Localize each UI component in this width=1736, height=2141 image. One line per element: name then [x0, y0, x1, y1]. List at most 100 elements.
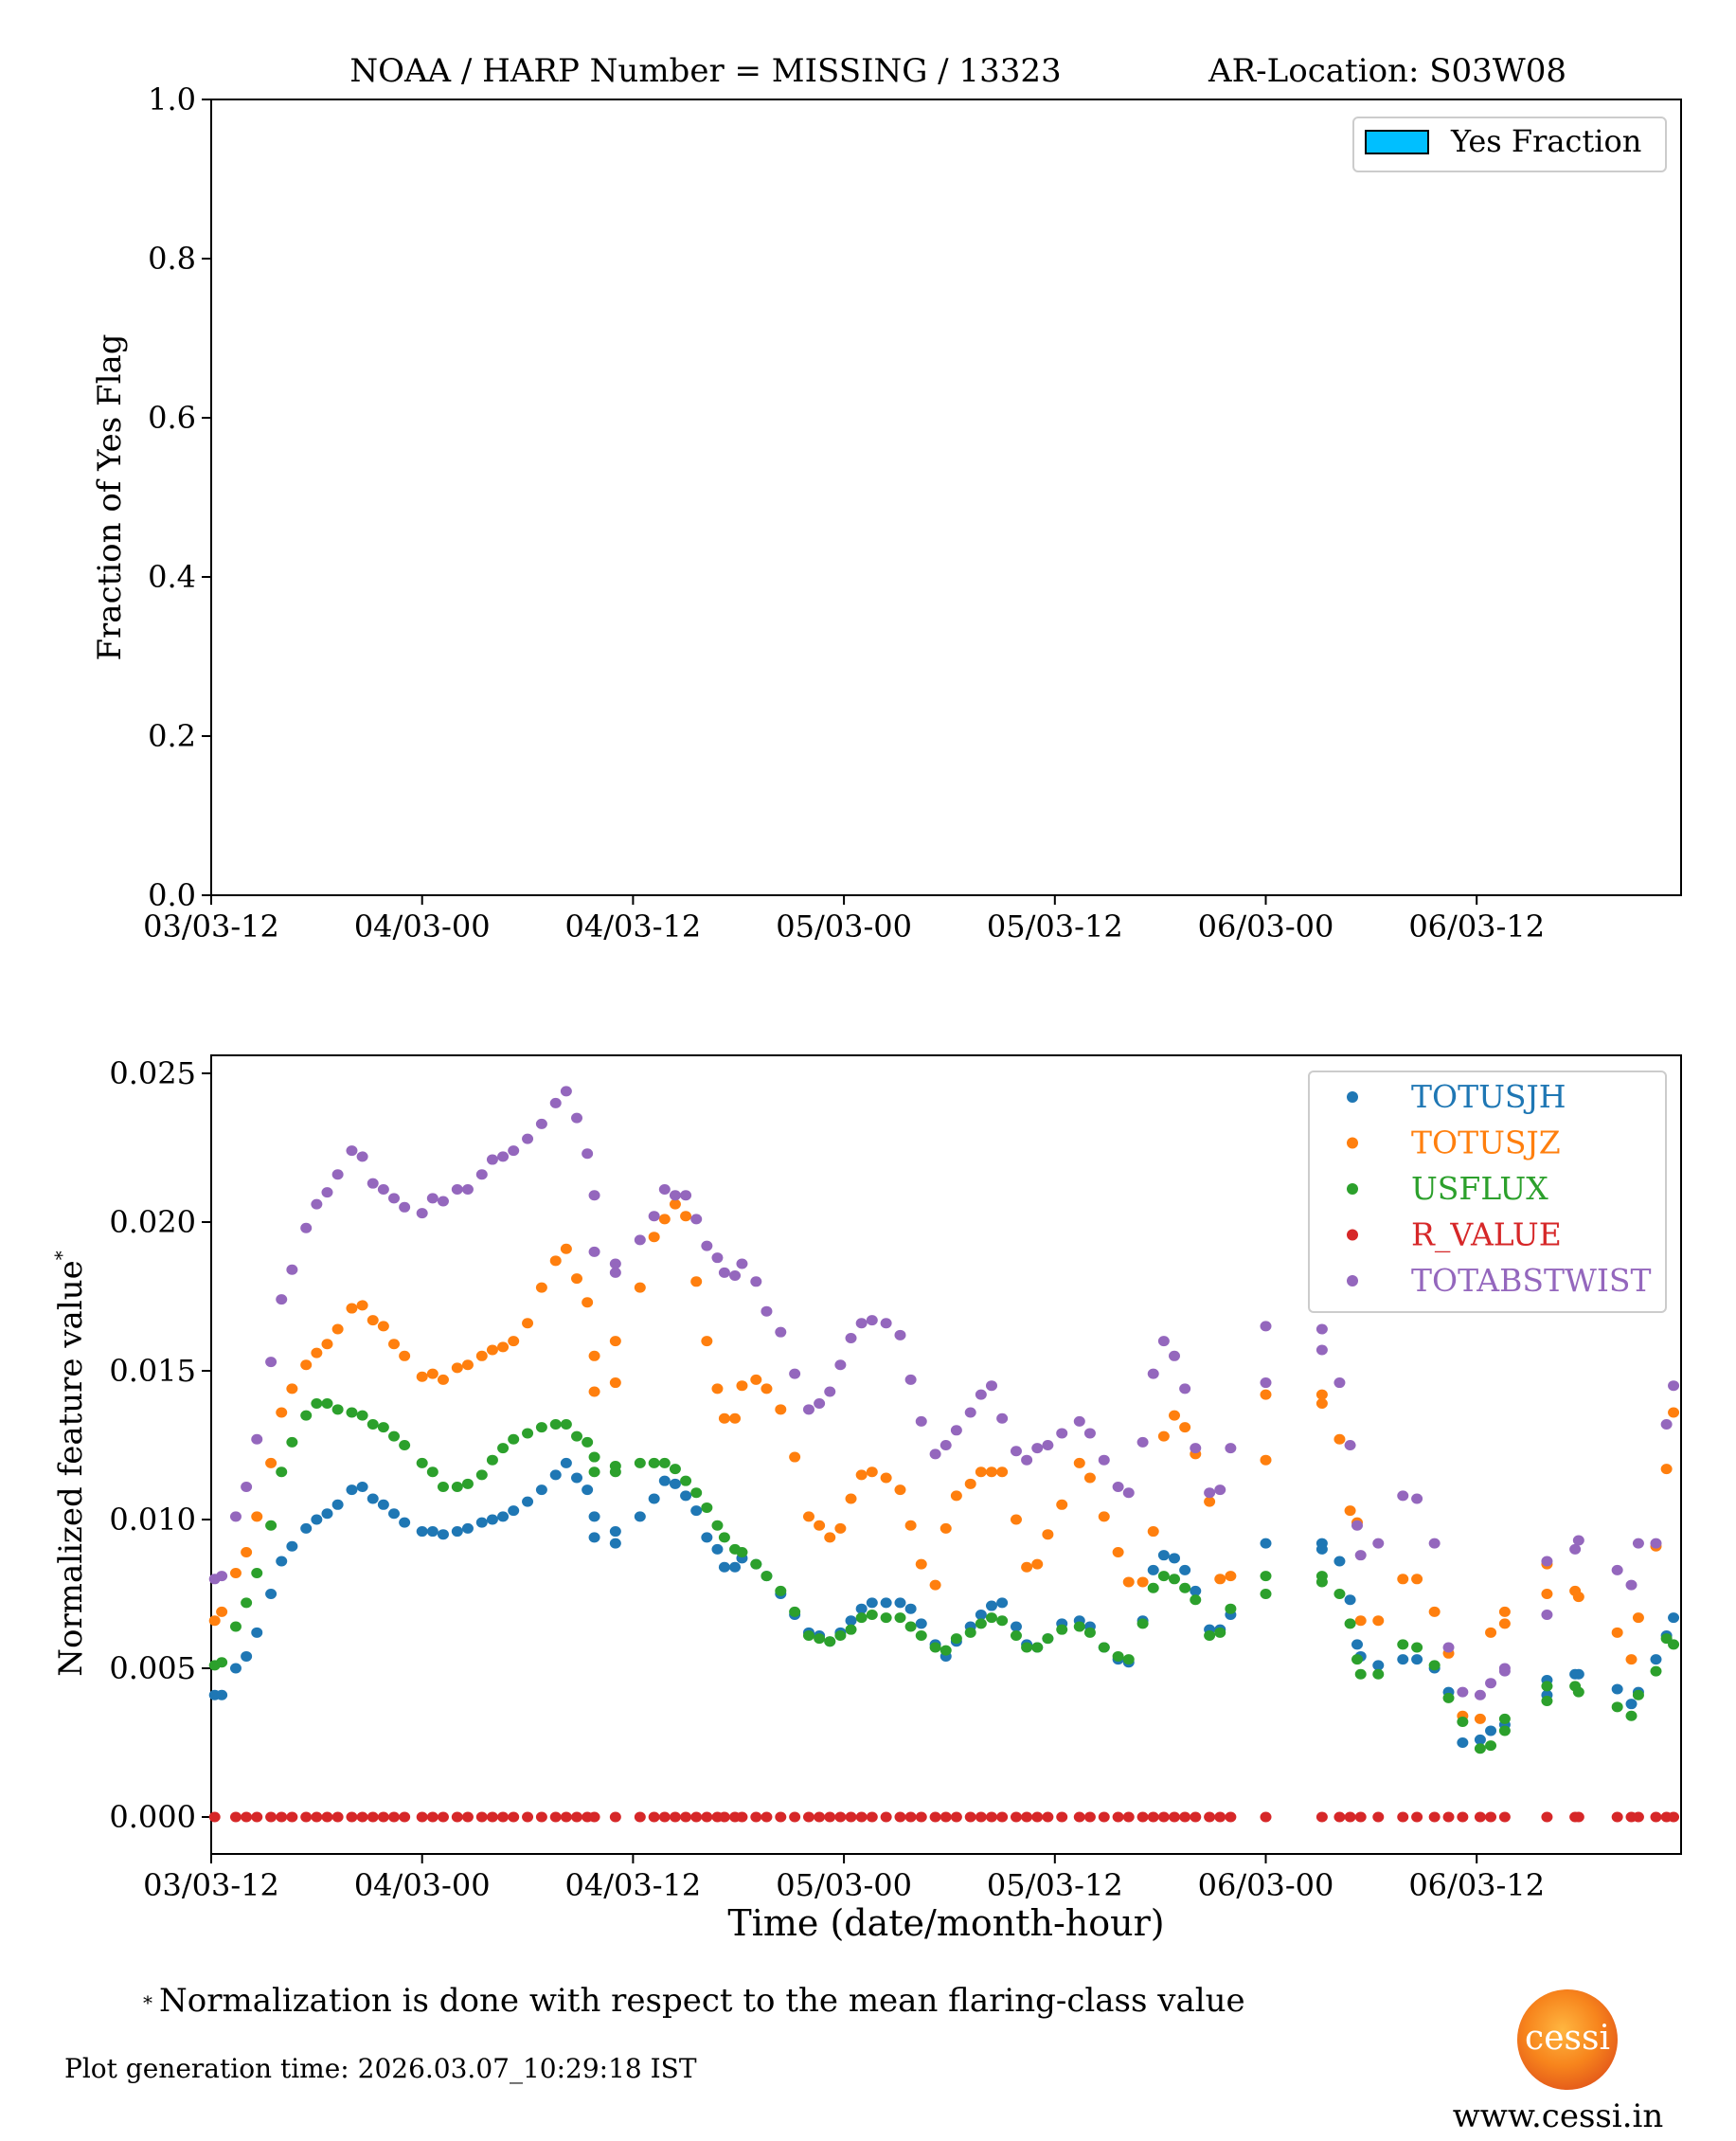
data-point — [894, 1612, 906, 1624]
data-point — [985, 1466, 997, 1478]
data-point — [802, 1404, 814, 1415]
data-point — [1021, 1811, 1033, 1823]
data-point — [904, 1603, 917, 1614]
data-point — [399, 1350, 411, 1361]
data-point — [549, 1419, 562, 1430]
bottom-ytick-label: 0.005 — [109, 1650, 196, 1686]
data-point — [346, 1811, 358, 1823]
legend-label: TOTABSTWIST — [1411, 1262, 1652, 1299]
data-point — [331, 1499, 344, 1510]
data-point — [461, 1522, 474, 1534]
data-point — [718, 1532, 730, 1543]
data-point — [300, 1522, 313, 1534]
data-point — [300, 1222, 313, 1233]
data-point — [1021, 1642, 1033, 1653]
data-point — [1372, 1660, 1385, 1671]
data-point — [522, 1428, 534, 1439]
data-point — [669, 1190, 681, 1201]
data-point — [1056, 1499, 1068, 1510]
data-point — [690, 1505, 703, 1517]
data-point — [1344, 1440, 1356, 1450]
data-point — [1625, 1654, 1638, 1665]
data-point — [1214, 1484, 1226, 1496]
series-r-value — [208, 1811, 1680, 1823]
data-point — [680, 1811, 692, 1823]
bottom-xtick-label: 03/03-12 — [143, 1867, 279, 1903]
bottom-ylabel-text: Normalized feature value — [52, 1260, 90, 1676]
data-point — [451, 1183, 463, 1195]
data-point — [437, 1196, 449, 1207]
data-point — [508, 1336, 520, 1347]
data-point — [426, 1526, 438, 1538]
data-point — [265, 1357, 277, 1368]
legend-label: USFLUX — [1411, 1170, 1548, 1207]
data-point — [1411, 1811, 1423, 1823]
data-point — [461, 1811, 474, 1823]
data-point — [1168, 1811, 1180, 1823]
data-point — [1668, 1639, 1680, 1650]
data-point — [388, 1508, 401, 1520]
data-point — [680, 1211, 692, 1222]
data-point — [1333, 1377, 1346, 1389]
data-point — [789, 1811, 801, 1823]
data-point — [1147, 1368, 1159, 1379]
top-ytick-label: 0.8 — [148, 241, 196, 277]
data-point — [1031, 1558, 1044, 1570]
data-point — [1260, 1389, 1272, 1400]
data-point — [1572, 1668, 1584, 1680]
data-point — [866, 1315, 878, 1326]
data-point — [1179, 1582, 1191, 1593]
data-point — [549, 1811, 562, 1823]
data-point — [1260, 1377, 1272, 1389]
data-point — [1411, 1642, 1423, 1653]
data-point — [1073, 1621, 1085, 1632]
data-point — [964, 1478, 976, 1489]
data-point — [1474, 1734, 1486, 1745]
data-point — [346, 1484, 358, 1496]
legend-label: R_VALUE — [1411, 1216, 1562, 1254]
data-point — [904, 1374, 917, 1385]
data-point — [508, 1811, 520, 1823]
data-point — [940, 1811, 952, 1823]
top-xtick-label: 05/03-12 — [987, 909, 1123, 945]
data-point — [475, 1517, 488, 1528]
series-totusjz — [208, 1198, 1680, 1724]
data-point — [241, 1811, 253, 1823]
data-point — [475, 1350, 488, 1361]
data-point — [311, 1198, 323, 1210]
data-point — [426, 1811, 438, 1823]
data-point — [1498, 1811, 1511, 1823]
data-point — [940, 1645, 952, 1656]
data-point — [331, 1811, 344, 1823]
data-point — [1569, 1543, 1582, 1555]
legend-marker — [1347, 1183, 1358, 1195]
data-point — [265, 1457, 277, 1468]
data-point — [1632, 1811, 1644, 1823]
website-link[interactable]: www.cessi.in — [1453, 2097, 1664, 2135]
data-point — [1411, 1574, 1423, 1585]
data-point — [915, 1415, 927, 1427]
data-point — [311, 1398, 323, 1410]
data-point — [475, 1811, 488, 1823]
data-point — [648, 1811, 660, 1823]
data-point — [461, 1359, 474, 1371]
data-point — [736, 1380, 748, 1392]
data-point — [356, 1300, 368, 1311]
data-point — [300, 1811, 313, 1823]
data-point — [975, 1466, 987, 1478]
data-point — [729, 1270, 742, 1282]
data-point — [486, 1454, 498, 1466]
data-point — [346, 1303, 358, 1314]
data-point — [880, 1811, 892, 1823]
data-point — [1190, 1585, 1202, 1596]
data-point — [560, 1243, 572, 1254]
data-point — [1179, 1383, 1191, 1394]
data-point — [416, 1208, 428, 1219]
data-point — [690, 1811, 703, 1823]
data-point — [880, 1597, 892, 1609]
data-point — [241, 1547, 253, 1558]
data-point — [736, 1547, 748, 1558]
data-point — [560, 1086, 572, 1097]
data-point — [1168, 1410, 1180, 1421]
bottom-xtick-label: 04/03-00 — [354, 1867, 491, 1903]
